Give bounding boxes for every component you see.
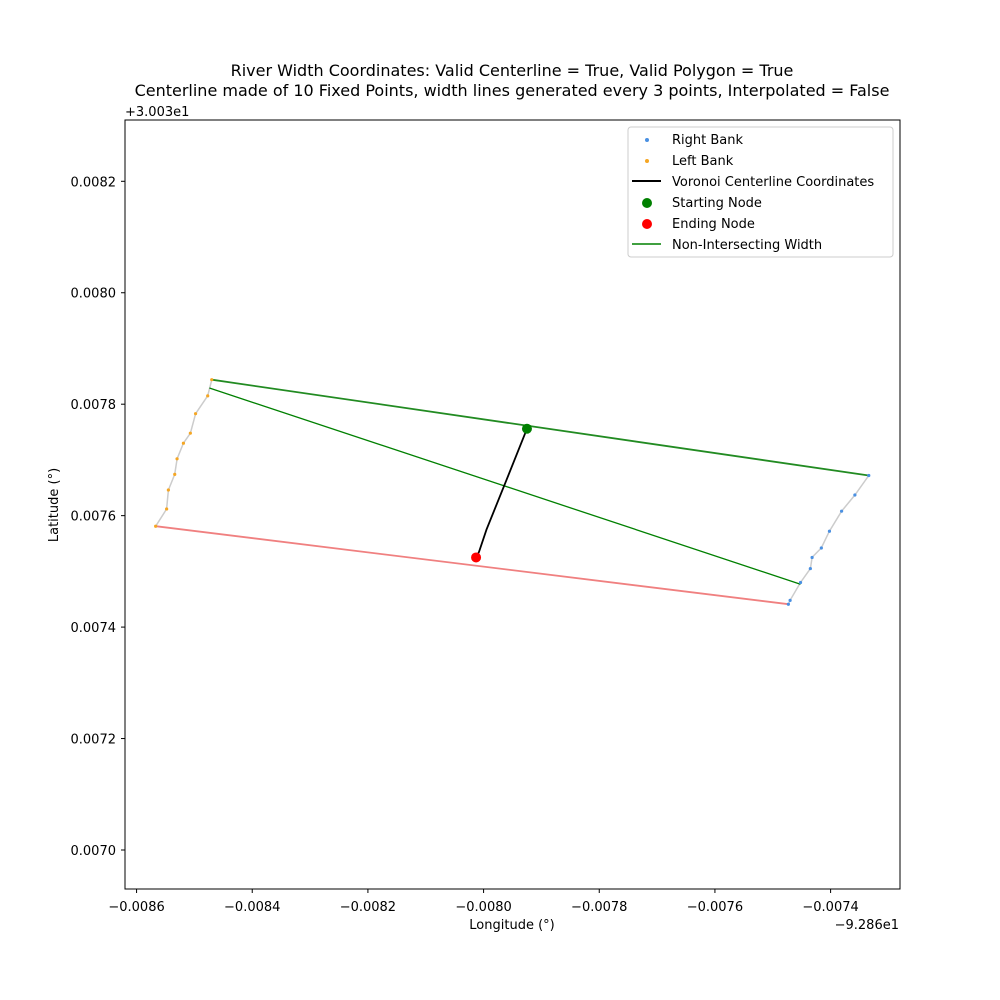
- x-tick-label-1: −0.0086: [108, 900, 164, 915]
- y-axis-label: Latitude (°): [47, 468, 62, 542]
- y-tick-label-5: 0.0078: [71, 398, 117, 413]
- left-bank-point-2: [206, 394, 210, 398]
- y-axis: 0.0070 0.0072 0.0074 0.0076 0.0078 0.0080 0.00…: [71, 175, 125, 859]
- left-bank-point-7: [173, 472, 177, 477]
- right-bank-point-4: [827, 529, 832, 533]
- chart-subtitle: Centerline made of 10 Fixed Points, widt…: [135, 81, 890, 100]
- left-bank-point-5: [181, 441, 186, 445]
- right-bank-point-6: [810, 555, 814, 560]
- left-bank-point-9: [165, 507, 169, 511]
- legend-label-3: Voronoi Centerline Coordinates: [672, 175, 874, 190]
- right-bank-point-3: [839, 509, 844, 513]
- legend: Right Bank Left Bank Voronoi Centerline Co…: [627, 126, 894, 258]
- right-bank-point-2: [853, 493, 857, 497]
- right-bank-point-10: [786, 602, 790, 606]
- legend-label-1: Right Bank: [672, 133, 743, 148]
- y-tick-label-1: 0.0070: [71, 844, 117, 859]
- starting-node: [521, 423, 532, 434]
- right-bank-point-5: [819, 546, 823, 550]
- x-axis-label: Longitude (°): [469, 918, 554, 933]
- width-line-1: [211, 378, 869, 477]
- left-bank-point-3: [193, 412, 198, 416]
- legend-marker-2: [645, 159, 649, 163]
- left-bank-point-4: [188, 431, 192, 435]
- legend-marker-4: [642, 198, 652, 208]
- plot-frame: [124, 119, 901, 890]
- y-tick-label-2: 0.0072: [71, 733, 117, 748]
- x-tick-label-6: −0.0076: [687, 900, 743, 915]
- ending-node: [471, 552, 482, 563]
- legend-box: [627, 126, 894, 258]
- chart-title: River Width Coordinates: Valid Centerlin…: [231, 61, 794, 80]
- y-tick-label-3: 0.0074: [71, 621, 117, 636]
- legend-marker-5: [642, 219, 652, 229]
- legend-label-6: Non-Intersecting Width: [672, 238, 822, 253]
- x-tick-label-4: −0.0080: [455, 900, 511, 915]
- right-bank-point-9: [788, 598, 792, 602]
- left-bank-point-6: [175, 457, 179, 461]
- y-tick-label-4: 0.0076: [71, 510, 117, 525]
- x-offset-label: −9.286e1: [835, 918, 899, 933]
- x-tick-label-7: −0.0074: [802, 900, 858, 915]
- right-bank-point-1: [867, 473, 871, 478]
- y-tick-label-7: 0.0082: [71, 175, 117, 190]
- y-offset-label: +3.003e1: [125, 105, 189, 120]
- left-bank-point-1: [210, 378, 214, 382]
- legend-label-5: Ending Node: [672, 217, 755, 232]
- left-bank-point-8: [166, 488, 170, 492]
- x-tick-label-2: −0.0084: [224, 900, 280, 915]
- chart-marks: [154, 378, 871, 606]
- left-bank-outline: [155, 379, 213, 527]
- width-line-3: [155, 525, 789, 606]
- right-bank-point-8: [798, 580, 803, 585]
- right-bank-point-7: [808, 566, 812, 571]
- x-tick-label-3: −0.0082: [340, 900, 396, 915]
- x-tick-label-5: −0.0078: [571, 900, 627, 915]
- x-axis: −0.0086 −0.0084 −0.0082 −0.0080 −0.0078 −0.00…: [108, 889, 859, 915]
- legend-label-4: Starting Node: [672, 196, 762, 211]
- y-tick-label-6: 0.0080: [71, 287, 117, 302]
- legend-marker-1: [645, 138, 649, 142]
- right-bank-outline: [787, 475, 870, 605]
- legend-label-2: Left Bank: [672, 154, 734, 169]
- left-bank-point-10: [154, 524, 158, 528]
